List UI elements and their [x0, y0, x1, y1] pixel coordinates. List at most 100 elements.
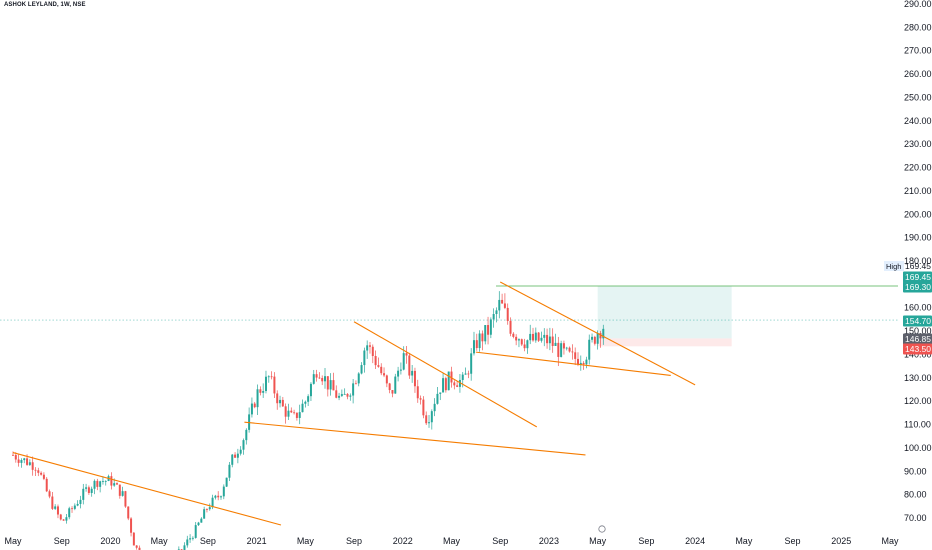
candle-body: [321, 378, 324, 382]
candle-body: [135, 545, 138, 548]
candle-body: [130, 518, 133, 533]
x-tick-label: Sep: [638, 536, 654, 546]
candle-body: [87, 487, 90, 493]
price-tag-value: 169.30: [905, 282, 931, 292]
candle-body: [124, 491, 127, 507]
x-tick-label: Sep: [346, 536, 362, 546]
candle-body: [447, 371, 450, 391]
x-tick-label: May: [297, 536, 315, 546]
candle-body: [231, 454, 234, 465]
candle-body: [444, 378, 447, 391]
candle-body: [425, 415, 428, 424]
candle-body: [554, 342, 557, 346]
y-tick-label: 110.00: [904, 420, 931, 430]
y-tick-label: 230.00: [904, 139, 932, 149]
candle-body: [475, 340, 478, 349]
candle-body: [509, 320, 512, 334]
candle-body: [42, 474, 45, 479]
y-tick-label: 180.00: [904, 256, 932, 266]
candle-body: [76, 503, 79, 506]
candle-body: [470, 353, 473, 374]
candle-body: [256, 389, 259, 408]
candle-body: [484, 325, 487, 342]
trendline-5: [499, 281, 696, 386]
candle-body: [529, 333, 532, 341]
candle-body: [338, 395, 341, 398]
candle-body: [315, 374, 318, 378]
candle-body: [267, 376, 270, 378]
candle-body: [90, 488, 93, 493]
candle-body: [31, 462, 34, 470]
candle-body: [71, 508, 74, 510]
candle-body: [478, 333, 481, 349]
x-tick-label: 2025: [831, 536, 851, 546]
trendline-2: [244, 421, 586, 456]
candle-body: [354, 383, 357, 385]
candle-body: [23, 458, 26, 461]
price-tag-value: 169.45: [905, 272, 931, 282]
candle-body: [116, 483, 119, 485]
candle-body: [520, 339, 523, 345]
target-zone: [597, 285, 732, 339]
candle-body: [371, 346, 374, 356]
candle-body: [214, 495, 217, 498]
candle-body: [453, 382, 456, 386]
price-tag: [903, 271, 932, 283]
candle-body: [422, 399, 425, 416]
candle-body: [279, 399, 282, 404]
candle-body: [270, 376, 273, 378]
candle-body: [222, 486, 225, 497]
candle-body: [383, 373, 386, 376]
candle-body: [28, 462, 31, 465]
candle-body: [591, 336, 594, 340]
trendline-4: [475, 351, 671, 377]
y-tick-label: 90.00: [904, 466, 927, 476]
price-tag: [903, 333, 932, 345]
candle-body: [262, 391, 265, 393]
candle-body: [217, 495, 220, 498]
candle-body: [110, 476, 113, 486]
candle-body: [408, 355, 411, 376]
candle-body: [197, 522, 200, 526]
candle-body: [585, 359, 588, 365]
candle-body: [464, 373, 467, 375]
candle-body: [127, 506, 130, 519]
candle-body: [588, 339, 591, 360]
candle-body: [458, 379, 461, 387]
price-tag-value: 146.85: [905, 334, 931, 344]
candle-body: [436, 393, 439, 404]
candle-body: [85, 487, 88, 489]
y-tick-label: 200.00: [904, 209, 932, 219]
candle-body: [340, 394, 343, 396]
candle-body: [551, 336, 554, 346]
candle-body: [312, 374, 315, 384]
y-tick-label: 150.00: [904, 326, 932, 336]
candle-body: [419, 398, 422, 400]
candle-body: [253, 403, 256, 408]
candle-body: [428, 422, 431, 424]
candle-body: [512, 333, 515, 337]
candle-body: [26, 458, 29, 465]
candle-body: [442, 378, 445, 393]
candle-body: [104, 480, 107, 482]
candle-body: [34, 469, 37, 471]
x-tick-label: May: [589, 536, 607, 546]
y-tick-label: 70.00: [904, 513, 927, 523]
candle-body: [472, 340, 475, 354]
candle-body: [309, 383, 312, 397]
candle-body: [368, 345, 371, 347]
candle-body: [411, 370, 414, 376]
candle-body: [498, 299, 501, 311]
candle-body: [532, 333, 535, 341]
x-tick-label: Sep: [492, 536, 508, 546]
y-tick-label: 270.00: [904, 46, 932, 56]
candle-body: [242, 440, 245, 450]
candle-body: [366, 345, 369, 351]
x-tick-label: 2020: [100, 536, 120, 546]
candle-body: [118, 484, 121, 496]
y-tick-label: 250.00: [904, 92, 932, 102]
candle-body: [295, 412, 298, 418]
candle-body: [220, 496, 223, 498]
